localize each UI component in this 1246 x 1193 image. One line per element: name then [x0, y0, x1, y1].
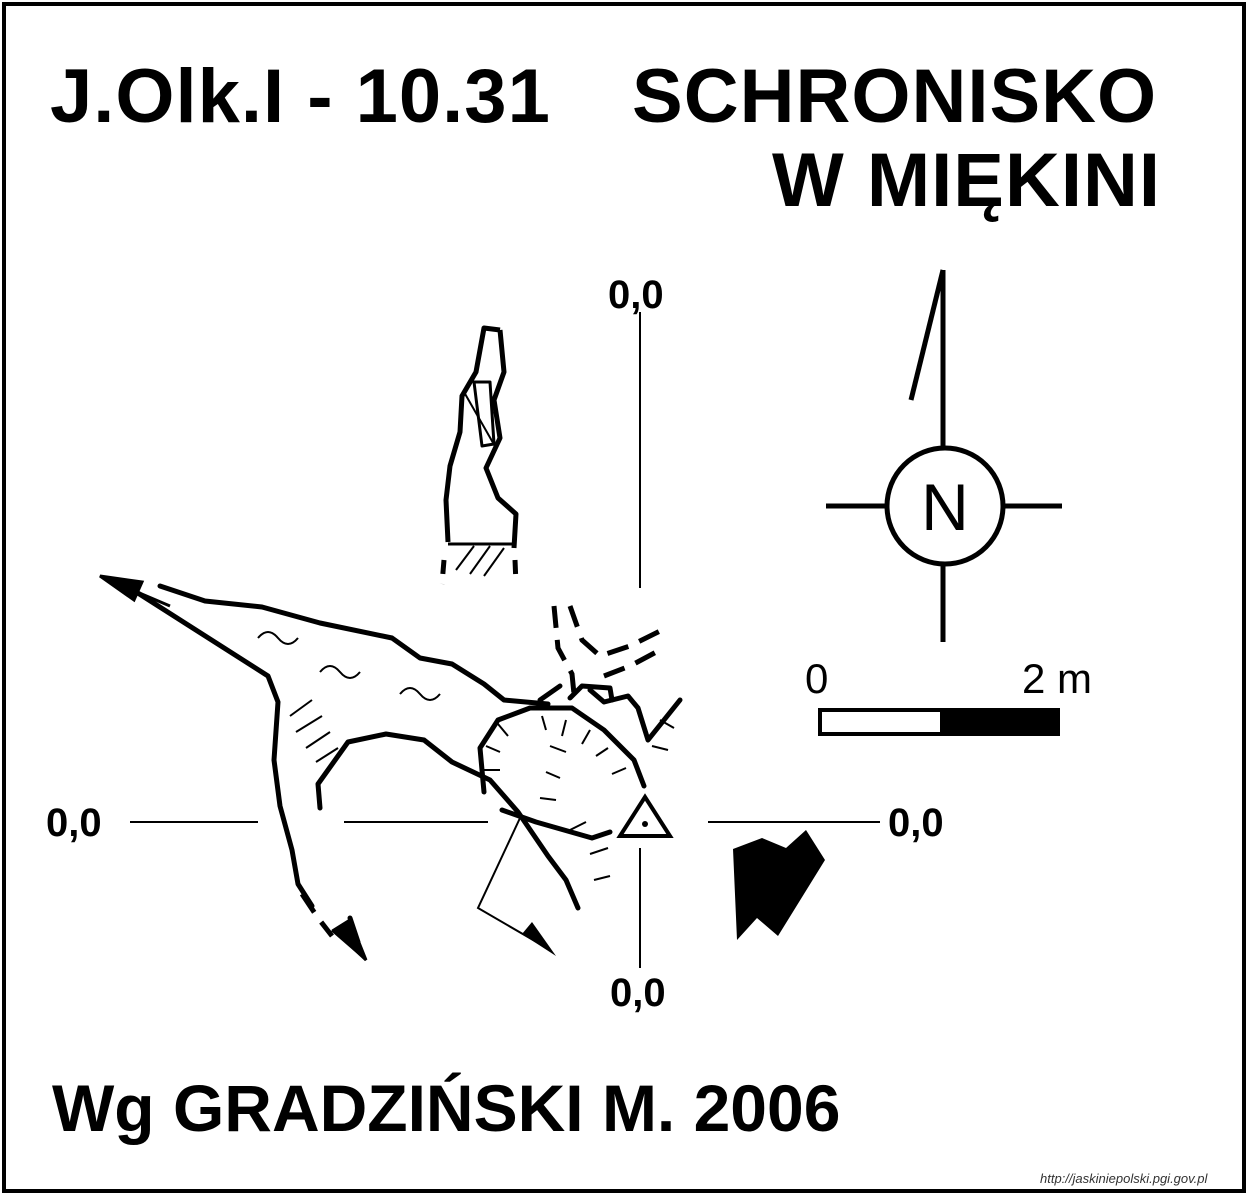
north-arrow	[826, 269, 1062, 642]
author-credit: Wg GRADZIŃSKI M. 2006	[52, 1071, 841, 1145]
dashed-passages	[299, 605, 664, 938]
coordinate-left: 0,0	[46, 801, 102, 845]
reference-grid-lines	[130, 312, 880, 968]
scale-end-label: 2 m	[1022, 655, 1093, 702]
scale-bar	[818, 708, 1060, 736]
entrance-arrow	[733, 830, 825, 940]
profile-arrow	[476, 817, 556, 956]
cave-outline	[127, 583, 683, 945]
cave-name-line1: SCHRONISKO	[632, 54, 1158, 139]
source-link[interactable]: http://jaskiniepolski.pgi.gov.pl	[1040, 1171, 1208, 1186]
coordinate-right: 0,0	[888, 801, 944, 845]
upper-chamber	[439, 325, 519, 585]
north-letter: N	[921, 470, 969, 544]
coordinate-top: 0,0	[608, 273, 664, 317]
datum-triangle	[616, 793, 674, 838]
cave-name-line2: W MIĘKINI	[772, 138, 1161, 223]
ledge-ticks	[289, 699, 675, 881]
coordinate-bottom: 0,0	[610, 971, 666, 1015]
cave-code: J.Olk.I - 10.31	[50, 54, 551, 139]
scale-start-label: 0	[805, 655, 829, 702]
passage-arrows	[99, 574, 368, 962]
water-symbols	[257, 631, 441, 701]
